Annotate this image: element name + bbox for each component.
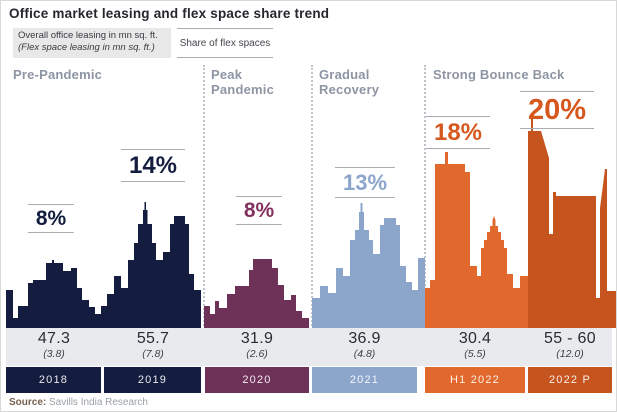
value-group-2018: 47.3 (3.8) <box>6 330 102 360</box>
source-text: Savills India Research <box>49 397 148 408</box>
city-skyline-2021 <box>312 203 425 328</box>
source-line: Source: Savills India Research <box>9 397 148 408</box>
legend-leasing-line2: (Flex space leasing in mn sq. ft.) <box>18 42 155 54</box>
flex-value-2018: (3.8) <box>43 348 65 360</box>
phase-label-pre-pandemic: Pre-Pandemic <box>13 67 103 82</box>
city-skyline-2019 <box>101 202 201 328</box>
year-band-2021: 2021 <box>312 367 417 393</box>
source-label: Source: <box>9 397 47 408</box>
leasing-value-2021: 36.9 <box>348 330 381 347</box>
flex-value-2019: (7.8) <box>142 348 164 360</box>
share-callout-2018: 8% <box>27 204 75 233</box>
city-skyline-2018 <box>6 260 101 328</box>
share-callout-2022p: 20% <box>519 91 595 129</box>
year-band-2018: 2018 <box>6 367 101 393</box>
value-group-2019: 55.7 (7.8) <box>104 330 202 360</box>
value-group-2022p: 55 - 60 (12.0) <box>528 330 612 360</box>
phase-divider <box>424 65 426 365</box>
legend-leasing-box: Overall office leasing in mn sq. ft. (Fl… <box>13 28 171 58</box>
value-group-2021: 36.9 (4.8) <box>312 330 417 360</box>
share-callout-2019: 14% <box>120 149 186 182</box>
flex-value-2022p: (12.0) <box>556 348 584 360</box>
share-callout-2020: 8% <box>235 196 283 225</box>
phase-divider <box>203 65 205 365</box>
leasing-value-2020: 31.9 <box>240 330 274 347</box>
city-skyline-h1-2022 <box>425 152 528 328</box>
year-band-2022p: 2022 P <box>528 367 612 393</box>
value-group-2020: 31.9 (2.6) <box>205 330 309 360</box>
leasing-value-2022p: 55 - 60 <box>544 330 596 347</box>
leasing-value-2018: 47.3 <box>37 330 71 347</box>
city-skyline-2020 <box>204 259 309 328</box>
value-group-h1-2022: 30.4 (5.5) <box>425 330 525 360</box>
year-band-h1-2022: H1 2022 <box>425 367 525 393</box>
year-band-2020: 2020 <box>205 367 309 393</box>
value-band: 47.3 (3.8) 55.7 (7.8) 31.9 (2.6) 36.9 (4… <box>6 328 612 366</box>
phase-label-peak-pandemic: Peak Pandemic <box>211 67 275 98</box>
year-band-2019: 2019 <box>104 367 201 393</box>
flex-value-2020: (2.6) <box>246 348 268 360</box>
phase-label-strong-bounce-back: Strong Bounce Back <box>433 67 565 82</box>
leasing-value-h1-2022: 30.4 <box>458 330 492 347</box>
flex-value-h1-2022: (5.5) <box>464 348 486 360</box>
city-skyline-2022p <box>528 119 616 328</box>
phase-divider <box>311 65 313 365</box>
phase-label-gradual-recovery: Gradual Recovery <box>319 67 380 98</box>
flex-value-2021: (4.8) <box>353 348 376 360</box>
page-title: Office market leasing and flex space sha… <box>9 6 330 21</box>
legend-leasing-line1: Overall office leasing in mn sq. ft. <box>18 30 158 41</box>
share-callout-2021: 13% <box>334 167 396 198</box>
share-callout-h1-2022: 18% <box>425 116 491 149</box>
leasing-value-2019: 55.7 <box>136 330 170 347</box>
legend-share-label: Share of flex spaces <box>177 28 273 58</box>
